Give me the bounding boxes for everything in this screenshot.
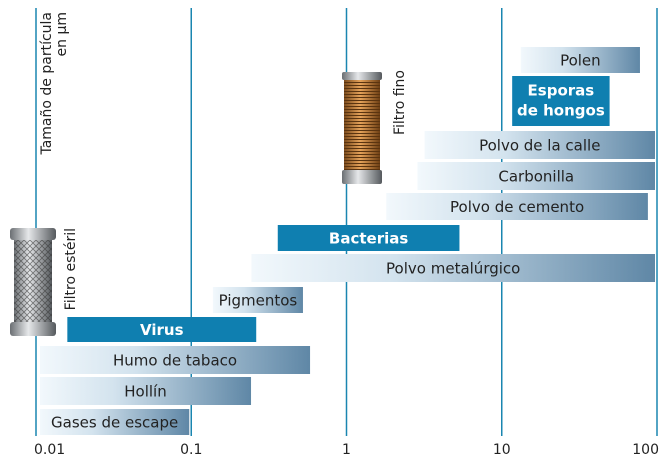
- axis-title: en µm: [54, 12, 70, 56]
- range-bar: [40, 346, 311, 374]
- bar-label: Polen: [560, 52, 601, 70]
- bar-label: Carbonilla: [498, 168, 574, 186]
- sterile-filter-image: [10, 228, 56, 336]
- bar-label: Polvo metalúrgico: [386, 260, 520, 278]
- bar-label: Hollín: [124, 383, 166, 401]
- x-tick-label: 1: [342, 442, 351, 458]
- bar-label: Pigmentos: [219, 292, 298, 310]
- annotation: Filtro estéril: [63, 228, 79, 310]
- bar-label: Bacterias: [329, 230, 408, 248]
- range-bar: [251, 254, 655, 282]
- range-bar: [40, 377, 252, 405]
- range-bar: [512, 76, 610, 126]
- x-tick-label: 10: [493, 442, 511, 458]
- x-tick-label: 100: [632, 442, 659, 458]
- bar-label: de hongos: [517, 102, 605, 120]
- x-tick-label: 0.1: [180, 442, 202, 458]
- bars: Polen Esporas de hongos Polvo de la calle Ca…: [40, 47, 655, 435]
- bar-label: Virus: [140, 321, 184, 339]
- range-bar: [40, 409, 190, 435]
- bar-label: Polvo de cemento: [450, 198, 584, 216]
- range-bar: [424, 131, 655, 159]
- range-bar: [67, 317, 257, 342]
- bar-label: Esporas: [528, 82, 595, 100]
- range-bar: [277, 225, 460, 251]
- range-bar: [386, 193, 648, 220]
- range-bar: [417, 162, 655, 190]
- bar-label: Polvo de la calle: [479, 137, 600, 155]
- axis-title: Tamaño de partícula: [39, 12, 55, 156]
- annotation: Filtro fino: [392, 70, 408, 135]
- x-tick-label: 0.01: [34, 442, 65, 458]
- fine-filter-image: [342, 72, 382, 184]
- bar-label: Humo de tabaco: [113, 352, 237, 370]
- range-bar: [212, 287, 303, 313]
- bar-label: Gases de escape: [51, 414, 178, 432]
- range-bar: [520, 47, 640, 73]
